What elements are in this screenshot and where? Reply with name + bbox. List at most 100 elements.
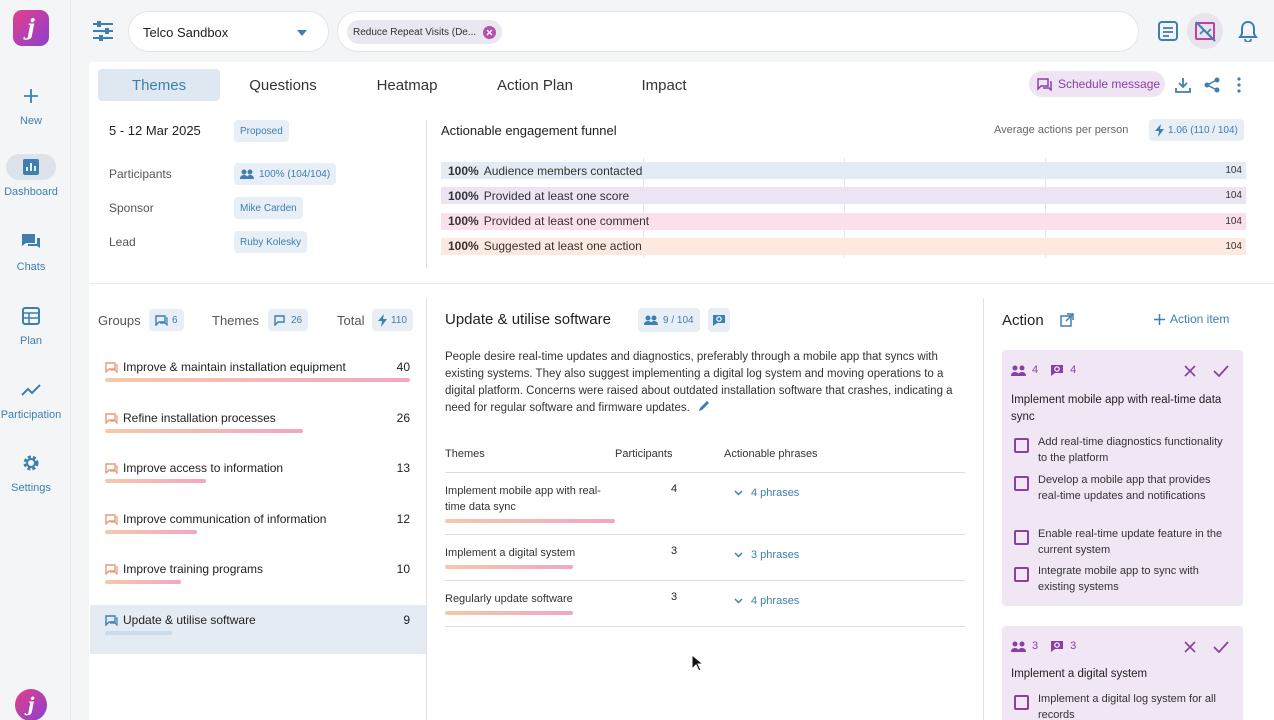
group-name: Improve training programs	[123, 562, 264, 577]
detail-participants: 9 / 104	[663, 314, 694, 326]
avg-actions-label: Average actions per person	[994, 124, 1129, 136]
plus-icon	[18, 83, 44, 109]
action-phrase-count: 3	[1070, 640, 1077, 652]
remove-filter-icon[interactable]	[483, 25, 497, 39]
open-external-icon[interactable]	[1060, 313, 1074, 327]
action-checkbox[interactable]	[1014, 695, 1029, 710]
nav-item-plan[interactable]: Plan	[0, 303, 62, 347]
group-bar	[105, 529, 197, 534]
filter-bar[interactable]: Reduce Repeat Visits (De...	[337, 11, 1139, 52]
row-theme: Regularly update software	[445, 593, 573, 605]
group-row[interactable]: Improve communication of information 12	[90, 504, 426, 554]
close-icon[interactable]	[1184, 641, 1196, 653]
nav-item-participation[interactable]: Participation	[0, 377, 62, 421]
tab-questions[interactable]: Questions	[249, 76, 317, 94]
people-icon	[1011, 641, 1026, 652]
funnel-row-count: 104	[1225, 190, 1242, 202]
sponsor-label: Sponsor	[109, 201, 154, 215]
close-icon[interactable]	[1184, 365, 1196, 377]
table-header-divider	[445, 472, 965, 473]
group-count: 10	[396, 562, 410, 577]
group-row[interactable]: Refine installation processes 26	[90, 403, 426, 453]
lightning-icon	[378, 313, 387, 327]
nav-item-new[interactable]: New	[0, 83, 62, 127]
tab-themes[interactable]: Themes	[98, 69, 220, 101]
participants-label: Participants	[109, 167, 172, 181]
funnel-row-count: 104	[1225, 215, 1242, 227]
table-row: Implement mobile app with real-time data…	[445, 473, 965, 535]
action-checkbox[interactable]	[1014, 567, 1029, 582]
filters-icon[interactable]	[92, 20, 114, 42]
action-checkbox[interactable]	[1014, 530, 1029, 545]
search-comments-button[interactable]	[708, 308, 730, 332]
share-icon[interactable]	[1204, 77, 1220, 93]
row-theme: Implement mobile app with real-time data…	[445, 485, 601, 513]
group-name: Update & utilise software	[123, 613, 256, 627]
check-icon[interactable]	[1213, 641, 1229, 653]
avg-actions-badge: 1.06 (110 / 104)	[1149, 119, 1244, 141]
workspace-select[interactable]: Telco Sandbox	[128, 11, 329, 52]
schedule-message-button[interactable]: Schedule message	[1029, 71, 1165, 97]
mouse-cursor	[691, 654, 703, 672]
group-row[interactable]: Improve & maintain installation equipmen…	[90, 352, 426, 402]
nav-item-settings[interactable]: Settings	[0, 450, 62, 494]
more-options-icon[interactable]	[1236, 77, 1242, 93]
action-checkbox[interactable]	[1014, 476, 1029, 491]
group-count: 13	[396, 461, 410, 476]
themes-count-badge[interactable]: 26	[268, 309, 309, 331]
tab-heatmap[interactable]: Heatmap	[376, 76, 438, 94]
groups-count-badge[interactable]: 6	[149, 309, 184, 331]
tab-impact[interactable]: Impact	[641, 76, 687, 94]
funnel-row-label: Suggested at least one action	[483, 239, 642, 254]
presentation-off-icon[interactable]	[1187, 13, 1223, 49]
trend-icon	[18, 377, 44, 403]
message-icon	[1037, 77, 1052, 91]
action-item-text: Add real-time diagnostics functionality …	[1038, 436, 1223, 464]
schedule-message-label: Schedule message	[1058, 77, 1161, 91]
group-row[interactable]: Update & utilise software 9	[90, 605, 426, 654]
check-icon[interactable]	[1213, 365, 1229, 377]
funnel-row: 100% Suggested at least one action 104	[441, 237, 1246, 255]
groups-count: 6	[172, 314, 178, 326]
group-row[interactable]: Improve training programs 10	[90, 554, 426, 604]
detail-description: People desire real-time updates and diag…	[445, 349, 965, 417]
row-phrases-toggle[interactable]: 4 phrases	[734, 595, 799, 607]
dashboard-icon	[6, 154, 56, 180]
group-count: 40	[396, 360, 410, 374]
funnel-row: 100% Provided at least one score 104	[441, 187, 1246, 205]
chevron-down-icon	[297, 30, 307, 36]
app-logo[interactable]: j	[13, 10, 49, 46]
group-icon	[105, 564, 118, 576]
row-bar	[445, 611, 573, 615]
lead-value[interactable]: Ruby Kolesky	[234, 231, 308, 253]
gear-icon	[18, 450, 44, 476]
download-icon[interactable]	[1175, 77, 1191, 93]
total-count-badge[interactable]: 110	[372, 309, 413, 331]
row-phrases-toggle[interactable]: 4 phrases	[734, 487, 799, 499]
row-phrases-toggle[interactable]: 3 phrases	[734, 549, 799, 561]
tab-action-plan[interactable]: Action Plan	[497, 76, 573, 94]
funnel-row: 100% Provided at least one comment 104	[441, 212, 1246, 230]
report-icon[interactable]	[1158, 21, 1178, 41]
col-phrases: Actionable phrases	[724, 448, 818, 460]
add-action-item-button[interactable]: Action item	[1154, 312, 1229, 326]
filter-chip[interactable]: Reduce Repeat Visits (De...	[347, 20, 503, 44]
nav-item-dashboard[interactable]: Dashboard	[0, 154, 62, 198]
group-bar	[105, 580, 182, 585]
sponsor-value[interactable]: Mike Carden	[234, 197, 303, 219]
search-chat-icon	[713, 315, 725, 326]
group-row[interactable]: Improve access to information 13	[90, 453, 426, 503]
funnel-row: 100% Audience members contacted 104	[441, 162, 1246, 179]
bell-icon[interactable]	[1238, 20, 1258, 42]
funnel-grid	[441, 158, 1246, 258]
edit-icon[interactable]	[697, 400, 710, 413]
nav-item-chats[interactable]: Chats	[0, 229, 62, 273]
chats-icon	[18, 229, 44, 255]
plus-icon	[1154, 313, 1165, 325]
action-checkbox[interactable]	[1014, 438, 1029, 453]
row-theme: Implement a digital system	[445, 547, 576, 559]
detail-participants-badge: 9 / 104	[638, 308, 700, 332]
group-bar	[105, 631, 173, 635]
user-avatar[interactable]: j	[15, 689, 47, 720]
people-icon	[644, 315, 658, 325]
